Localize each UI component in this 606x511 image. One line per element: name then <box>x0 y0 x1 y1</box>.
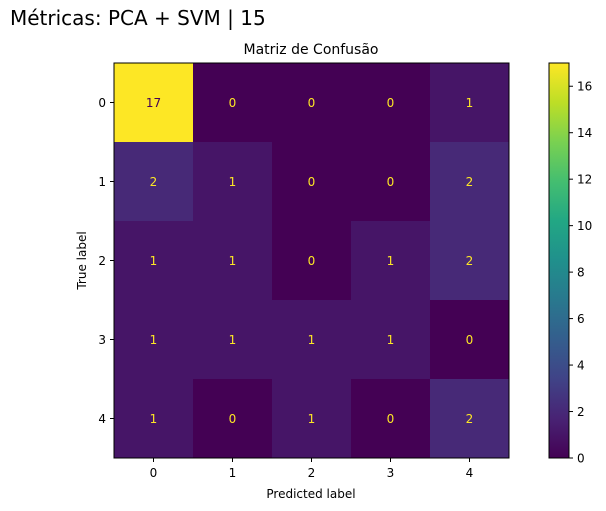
heatmap-cell-r0-c3 <box>351 63 431 143</box>
colorbar <box>548 62 570 459</box>
cell-value-r2-c0: 1 <box>150 254 158 268</box>
heatmap-cell-r0-c4 <box>430 63 510 143</box>
heatmap-cell-r2-c0 <box>114 221 194 301</box>
heatmap-cell-r4-c0 <box>114 379 194 459</box>
heatmap-cell-r1-c3 <box>351 142 431 222</box>
x-axis-label: Predicted label <box>266 487 355 501</box>
heatmap-cell-r0-c2 <box>272 63 352 143</box>
cell-value-r1-c3: 0 <box>387 175 395 189</box>
cell-value-r3-c4: 0 <box>466 333 474 347</box>
cell-value-r3-c1: 1 <box>229 333 237 347</box>
heatmap-cell-r2-c2 <box>272 221 352 301</box>
y-tick-label-2: 2 <box>98 254 106 268</box>
x-tick-label-0: 0 <box>150 466 158 480</box>
x-tick-label-1: 1 <box>229 466 237 480</box>
figure-suptitle: Métricas: PCA + SVM | 15 <box>10 6 266 30</box>
heatmap-cell-r0-c0 <box>114 63 194 143</box>
y-axis: 0 1 2 3 4 <box>98 96 114 426</box>
cell-value-r3-c0: 1 <box>150 333 158 347</box>
cell-value-r1-c4: 2 <box>466 175 474 189</box>
heatmap-cell-r4-c3 <box>351 379 431 459</box>
colorbar-tick-label-2: 4 <box>577 359 585 373</box>
heatmap-cell-r2-c4 <box>430 221 510 301</box>
chart-title: Matriz de Confusão <box>244 42 379 58</box>
cell-value-r2-c1: 1 <box>229 254 237 268</box>
heatmap-cell-r3-c4 <box>430 300 510 380</box>
colorbar-tick-label-6: 12 <box>577 173 592 187</box>
cell-value-r0-c4: 1 <box>466 96 474 110</box>
heatmap-cell-r0-c1 <box>193 63 273 143</box>
cell-value-r3-c3: 1 <box>387 333 395 347</box>
heatmap-cell-r3-c0 <box>114 300 194 380</box>
cell-value-r1-c1: 1 <box>229 175 237 189</box>
x-axis: 0 1 2 3 4 <box>150 458 474 480</box>
cell-value-r4-c2: 1 <box>308 412 316 426</box>
heatmap-cell-r1-c1 <box>193 142 273 222</box>
heatmap-cell-r1-c0 <box>114 142 194 222</box>
cell-value-r4-c1: 0 <box>229 412 237 426</box>
cell-value-r0-c0: 17 <box>146 96 161 110</box>
y-tick-label-1: 1 <box>98 175 106 189</box>
x-tick-label-3: 3 <box>387 466 395 480</box>
heatmap-cell-r4-c1 <box>193 379 273 459</box>
heatmap-cell-r1-c4 <box>430 142 510 222</box>
colorbar-tick-label-7: 14 <box>577 126 592 140</box>
colorbar-tick-label-3: 6 <box>577 312 585 326</box>
colorbar-tick-label-4: 8 <box>577 266 585 280</box>
cell-value-r2-c2: 0 <box>308 254 316 268</box>
y-tick-label-3: 3 <box>98 333 106 347</box>
heatmap-cell-labels: 17 0 0 0 1 2 1 0 0 2 1 1 0 1 2 1 1 1 1 0 1 0 1 0 2 <box>146 96 473 426</box>
cell-value-r0-c1: 0 <box>229 96 237 110</box>
heatmap-cell-r2-c3 <box>351 221 431 301</box>
heatmap-cell-r3-c2 <box>272 300 352 380</box>
cell-value-r2-c3: 1 <box>387 254 395 268</box>
colorbar-tick-label-8: 16 <box>577 80 592 94</box>
heatmap-cell-r3-c1 <box>193 300 273 380</box>
heatmap-cells <box>114 63 510 459</box>
heatmap-cell-r1-c2 <box>272 142 352 222</box>
colorbar-axis: 0 2 4 6 8 10 12 14 16 <box>569 80 592 466</box>
cell-value-r3-c2: 1 <box>308 333 316 347</box>
cell-value-r4-c3: 0 <box>387 412 395 426</box>
cell-value-r4-c0: 1 <box>150 412 158 426</box>
cell-value-r4-c4: 2 <box>466 412 474 426</box>
cell-value-r1-c2: 0 <box>308 175 316 189</box>
x-tick-label-4: 4 <box>466 466 474 480</box>
colorbar-tick-label-0: 0 <box>577 452 585 466</box>
colorbar-tick-label-1: 2 <box>577 405 585 419</box>
y-tick-label-4: 4 <box>98 412 106 426</box>
cell-value-r0-c3: 0 <box>387 96 395 110</box>
cell-value-r1-c0: 2 <box>150 175 158 189</box>
x-tick-label-2: 2 <box>308 466 316 480</box>
heatmap-cell-r3-c3 <box>351 300 431 380</box>
heatmap-cell-r4-c2 <box>272 379 352 459</box>
cell-value-r2-c4: 2 <box>466 254 474 268</box>
y-tick-label-0: 0 <box>98 96 106 110</box>
heatmap-cell-r4-c4 <box>430 379 510 459</box>
y-axis-label: True label <box>75 231 89 290</box>
heatmap-cell-r2-c1 <box>193 221 273 301</box>
colorbar-tick-label-5: 10 <box>577 219 592 233</box>
cell-value-r0-c2: 0 <box>308 96 316 110</box>
